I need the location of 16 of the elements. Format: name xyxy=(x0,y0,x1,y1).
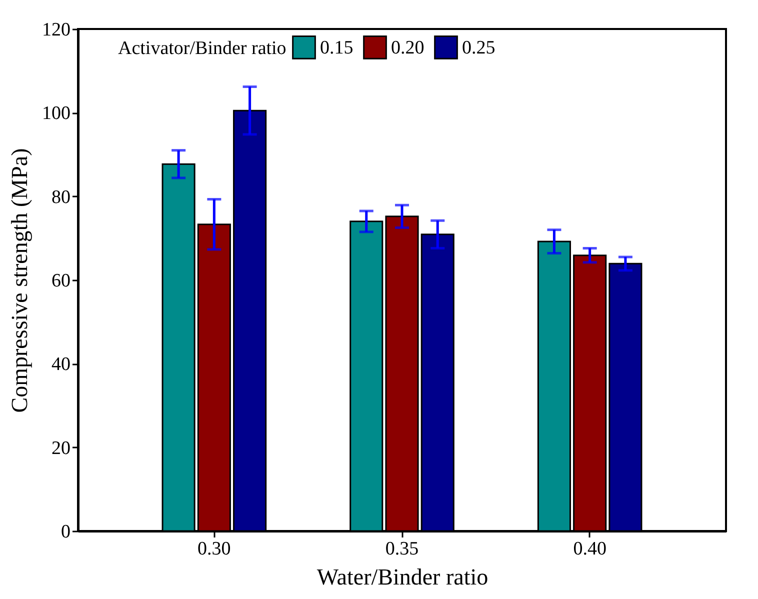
y-tick-label: 60 xyxy=(52,270,70,292)
x-tick-label: 0.35 xyxy=(385,538,419,560)
y-tick-label: 20 xyxy=(52,438,70,459)
y-tick-label: 0 xyxy=(61,522,70,542)
y-tick-label: 40 xyxy=(52,354,70,376)
x-tick-label: 0.40 xyxy=(573,538,606,560)
legend-label: 0.20 xyxy=(391,37,424,58)
y-tick-label: 80 xyxy=(52,186,70,208)
legend-label: 0.15 xyxy=(320,37,354,58)
y-axis-title: Compressive strength (MPa) xyxy=(7,148,32,413)
y-tick-label: 100 xyxy=(42,103,70,124)
y-tick-label: 120 xyxy=(42,20,70,40)
legend-label: 0.25 xyxy=(462,37,496,58)
x-axis-title: Water/Binder ratio xyxy=(316,564,488,590)
legend-title: Activator/Binder ratio xyxy=(118,38,286,59)
x-tick-label: 0.30 xyxy=(198,538,231,560)
